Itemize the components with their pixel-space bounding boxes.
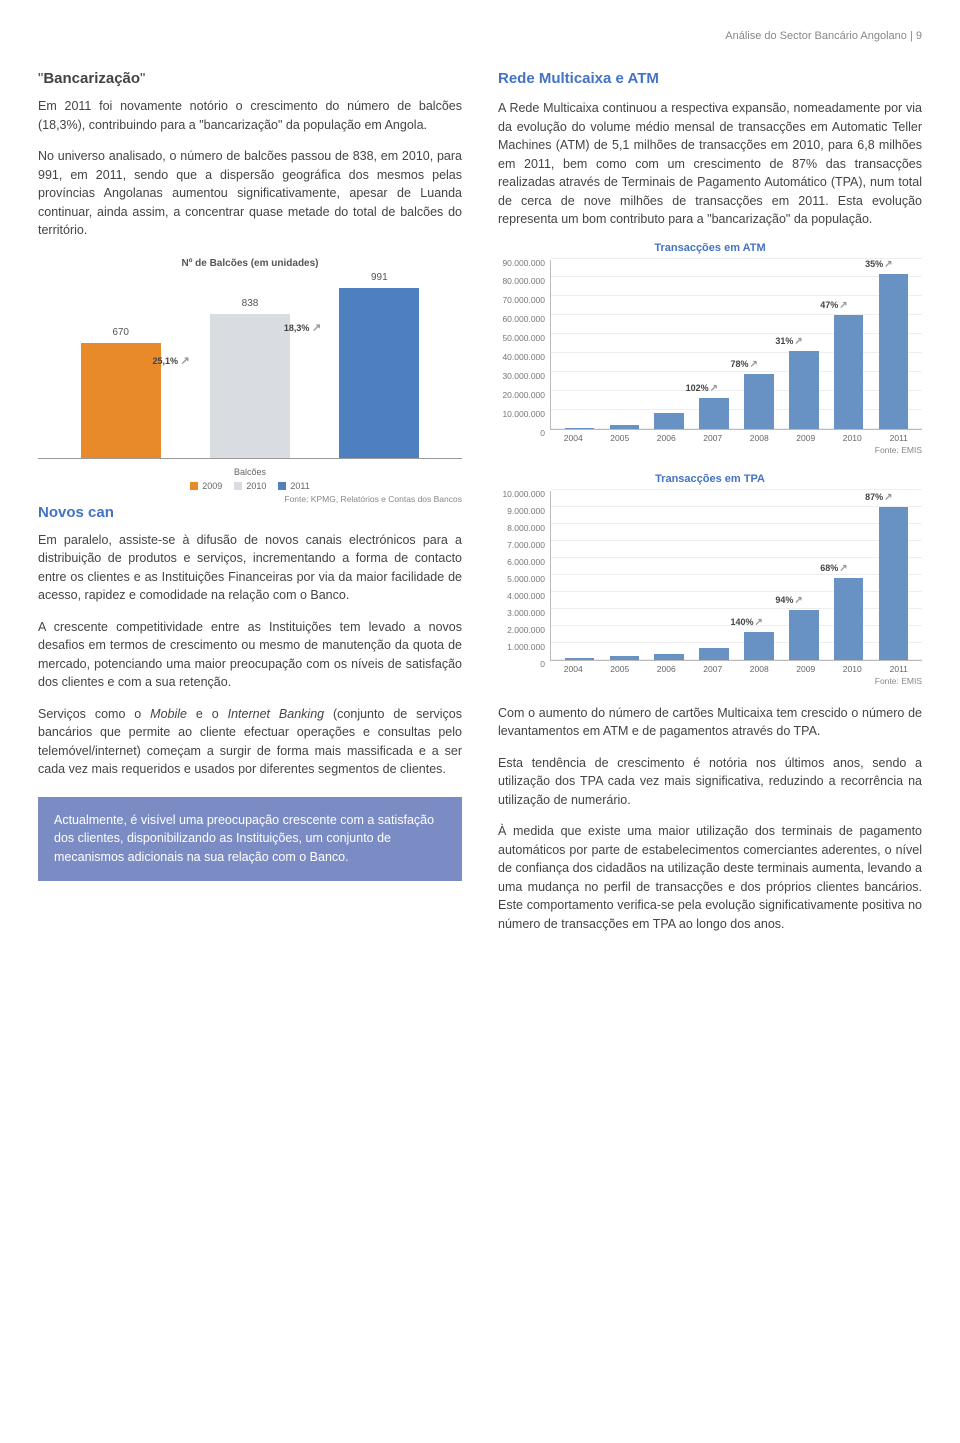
mini-bar: [654, 654, 684, 660]
chart-tpa-source: Fonte: EMIS: [498, 676, 922, 686]
chart-balcoes: Nº de Balcões (em unidades) 670 838 991 25,…: [38, 258, 462, 498]
x-tick-label: 2011: [876, 433, 923, 443]
left-para2: No universo analisado, o número de balcõ…: [38, 147, 462, 240]
pct-label: 31%: [775, 336, 802, 347]
balcoes-bar: 838: [210, 314, 290, 458]
chart-atm-source: Fonte: EMIS: [498, 445, 922, 455]
balcoes-bar: 991: [339, 288, 419, 458]
pct-label: 68%: [820, 563, 847, 574]
mini-bar: [610, 656, 640, 659]
pct-label: 78%: [731, 359, 758, 370]
y-tick-label: 6.000.000: [495, 557, 545, 567]
pct-label: 87%: [865, 492, 892, 503]
mini-bar: [834, 578, 864, 660]
chart-tpa-title: Transacções em TPA: [498, 473, 922, 485]
legend-item: 2010: [234, 481, 266, 491]
balcoes-bar: 670: [81, 343, 161, 458]
right-para1: A Rede Multicaixa continuou a respectiva…: [498, 99, 922, 229]
y-tick-label: 8.000.000: [495, 523, 545, 533]
y-tick-label: 4.000.000: [495, 591, 545, 601]
y-tick-label: 7.000.000: [495, 540, 545, 550]
x-tick-label: 2009: [783, 433, 830, 443]
chart-balcoes-title: Nº de Balcões (em unidades): [38, 258, 462, 269]
mini-bar: [744, 374, 774, 429]
y-tick-label: 5.000.000: [495, 574, 545, 584]
x-tick-label: 2007: [690, 433, 737, 443]
pct-label: 47%: [820, 300, 847, 311]
x-tick-label: 2008: [736, 664, 783, 674]
y-tick-label: 3.000.000: [495, 608, 545, 618]
pct-label: 35%: [865, 259, 892, 270]
mini-bar: [699, 398, 729, 428]
left-para4: A crescente competitividade entre as Ins…: [38, 618, 462, 692]
x-tick-label: 2006: [643, 664, 690, 674]
right-column: Rede Multicaixa e ATM A Rede Multicaixa …: [498, 70, 922, 946]
y-tick-label: 50.000.000: [495, 333, 545, 343]
mini-bar: [789, 351, 819, 428]
x-tick-label: 2007: [690, 664, 737, 674]
mini-bar: [654, 413, 684, 428]
y-tick-label: 40.000.000: [495, 352, 545, 362]
left-column: Bancarização Em 2011 foi novamente notór…: [38, 70, 462, 946]
bar-value-label: 991: [371, 272, 388, 283]
y-tick-label: 2.000.000: [495, 625, 545, 635]
x-tick-label: 2005: [597, 664, 644, 674]
chart-balcoes-source: Fonte: KPMG, Relatórios e Contas dos Ban…: [38, 494, 462, 504]
bar-value-label: 838: [242, 298, 259, 309]
pct-label: 140%: [731, 617, 763, 628]
x-tick-label: 2005: [597, 433, 644, 443]
mini-bar: [699, 648, 729, 660]
growth-label: 25,1%: [152, 354, 198, 366]
novos-can-heading: Novos can: [38, 504, 462, 521]
left-para1: Em 2011 foi novamente notório o crescime…: [38, 97, 462, 134]
growth-label: 18,3%: [284, 321, 330, 333]
mini-bar: [834, 315, 864, 428]
x-tick-label: 2011: [876, 664, 923, 674]
x-tick-label: 2004: [550, 433, 597, 443]
y-tick-label: 80.000.000: [495, 276, 545, 286]
callout-box: Actualmente, é visível uma preocupação c…: [38, 797, 462, 881]
x-tick-label: 2004: [550, 664, 597, 674]
bar-value-label: 670: [112, 327, 129, 338]
y-tick-label: 90.000.000: [495, 258, 545, 268]
mini-bar: [565, 428, 595, 429]
y-tick-label: 70.000.000: [495, 295, 545, 305]
legend-category: Balcões: [38, 467, 462, 477]
page-header: Análise do Sector Bancário Angolano | 9: [38, 30, 922, 42]
mini-bar: [789, 610, 819, 659]
left-quoted-title: Bancarização: [38, 70, 462, 87]
right-para3: Esta tendência de crescimento é notória …: [498, 754, 922, 810]
y-tick-label: 0: [495, 428, 545, 438]
chart-atm-title: Transacções em ATM: [498, 242, 922, 254]
y-tick-label: 20.000.000: [495, 390, 545, 400]
left-para5: Serviços como o Mobile e o Internet Bank…: [38, 705, 462, 779]
x-tick-label: 2008: [736, 433, 783, 443]
left-para3: Em paralelo, assiste-se à difusão de nov…: [38, 531, 462, 605]
mini-bar: [610, 425, 640, 429]
legend-item: 2011: [278, 481, 309, 491]
chart-atm: Transacções em ATM 90.000.000 80.000.000 7…: [498, 242, 922, 455]
y-tick-label: 9.000.000: [495, 506, 545, 516]
pct-label: 94%: [775, 595, 802, 606]
mini-bar: [879, 274, 909, 429]
mini-bar: [565, 658, 595, 659]
y-tick-label: 60.000.000: [495, 314, 545, 324]
x-tick-label: 2006: [643, 433, 690, 443]
x-tick-label: 2010: [829, 433, 876, 443]
y-tick-label: 10.000.000: [495, 489, 545, 499]
right-title: Rede Multicaixa e ATM: [498, 70, 922, 87]
y-tick-label: 10.000.000: [495, 409, 545, 419]
right-para2: Com o aumento do número de cartões Multi…: [498, 704, 922, 741]
mini-bar: [879, 507, 909, 660]
mini-bar: [744, 632, 774, 659]
x-tick-label: 2010: [829, 664, 876, 674]
chart-tpa: Transacções em TPA 10.000.000 9.000.000 8.…: [498, 473, 922, 686]
y-tick-label: 30.000.000: [495, 371, 545, 381]
y-tick-label: 0: [495, 659, 545, 669]
right-para4: À medida que existe uma maior utilização…: [498, 822, 922, 933]
legend-item: 2009: [190, 481, 222, 491]
x-tick-label: 2009: [783, 664, 830, 674]
pct-label: 102%: [686, 383, 718, 394]
y-tick-label: 1.000.000: [495, 642, 545, 652]
